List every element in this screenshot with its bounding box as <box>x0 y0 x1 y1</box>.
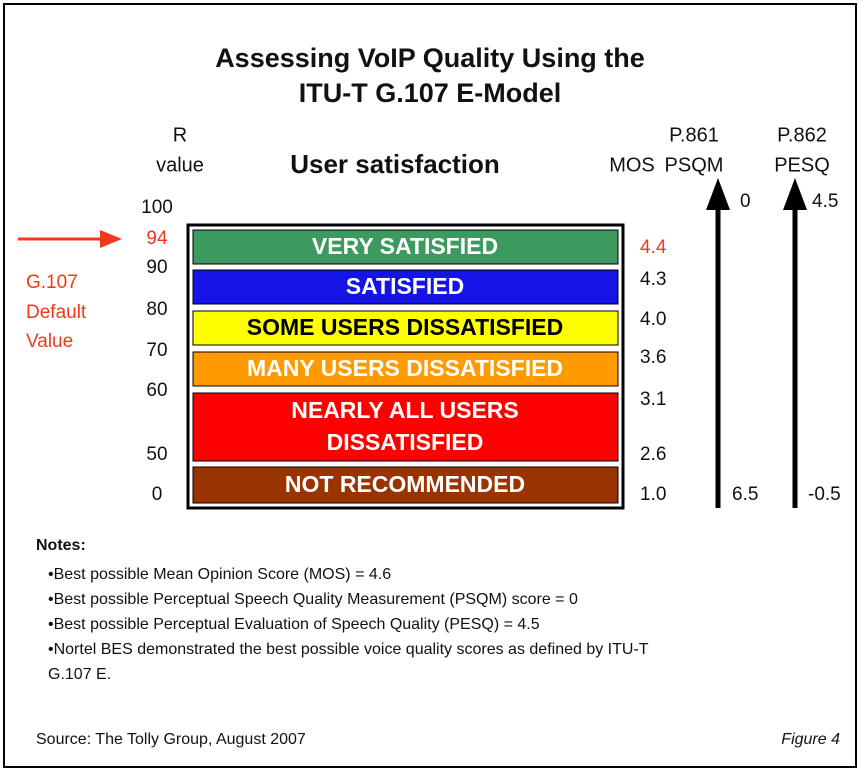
note: •Nortel BES demonstrated the best possib… <box>48 641 649 658</box>
r-value: 94 <box>146 228 168 249</box>
band-label: NEARLY ALL USERS <box>291 397 519 423</box>
band <box>192 351 619 387</box>
pesq-header: P.862 <box>777 124 827 146</box>
band <box>192 229 619 265</box>
mos-value: 4.0 <box>640 309 666 330</box>
r-value: 0 <box>152 484 163 505</box>
title-line: Assessing VoIP Quality Using the <box>215 43 645 73</box>
band-label: NOT RECOMMENDED <box>285 471 525 497</box>
r-value: 90 <box>146 257 167 278</box>
figure-label: Figure 4 <box>781 731 840 748</box>
band-label: SOME USERS DISSATISFIED <box>247 314 564 340</box>
r-header: value <box>156 154 204 176</box>
band-label: MANY USERS DISSATISFIED <box>247 355 563 381</box>
r-value: 50 <box>146 444 167 465</box>
band-label: DISSATISFIED <box>327 429 484 455</box>
psqm-top: 0 <box>740 191 751 212</box>
pesq-bottom: -0.5 <box>808 484 841 505</box>
mos-header: MOS <box>609 154 655 176</box>
callout-arrow-head <box>100 230 122 248</box>
pesq-arrow-head <box>783 178 807 210</box>
note: •Best possible Mean Opinion Score (MOS) … <box>48 566 391 583</box>
psqm-header: P.861 <box>669 124 719 146</box>
note: •Best possible Perceptual Speech Quality… <box>48 591 578 608</box>
source: Source: The Tolly Group, August 2007 <box>36 731 306 748</box>
callout-text: Value <box>26 331 73 352</box>
r-value: 70 <box>146 340 167 361</box>
band <box>192 466 619 504</box>
r-value: 60 <box>146 380 167 401</box>
psqm-header: PSQM <box>665 154 724 176</box>
pesq-header: PESQ <box>774 154 830 176</box>
callout-text: G.107 <box>26 272 78 293</box>
band-label: VERY SATISFIED <box>312 233 498 259</box>
band-label: SATISFIED <box>346 273 464 299</box>
pesq-top: 4.5 <box>812 191 838 212</box>
psqm-arrow-head <box>706 178 730 210</box>
band <box>192 269 619 305</box>
satisfaction-header: User satisfaction <box>290 149 500 179</box>
mos-value: 1.0 <box>640 484 666 505</box>
mos-value: 4.3 <box>640 269 666 290</box>
title-line: ITU-T G.107 E-Model <box>299 78 562 108</box>
band <box>192 310 619 346</box>
r-header: R <box>173 124 187 146</box>
notes-title: Notes: <box>36 537 86 554</box>
mos-value: 3.6 <box>640 347 666 368</box>
note: •Best possible Perceptual Evaluation of … <box>48 616 540 633</box>
band <box>192 392 619 462</box>
psqm-bottom: 6.5 <box>732 484 758 505</box>
r-value: 80 <box>146 299 167 320</box>
callout-text: Default <box>26 302 87 323</box>
note: G.107 E. <box>48 666 111 683</box>
mos-value: 4.4 <box>640 237 667 258</box>
mos-value: 3.1 <box>640 389 666 410</box>
r-value: 100 <box>141 197 173 218</box>
mos-value: 2.6 <box>640 444 666 465</box>
